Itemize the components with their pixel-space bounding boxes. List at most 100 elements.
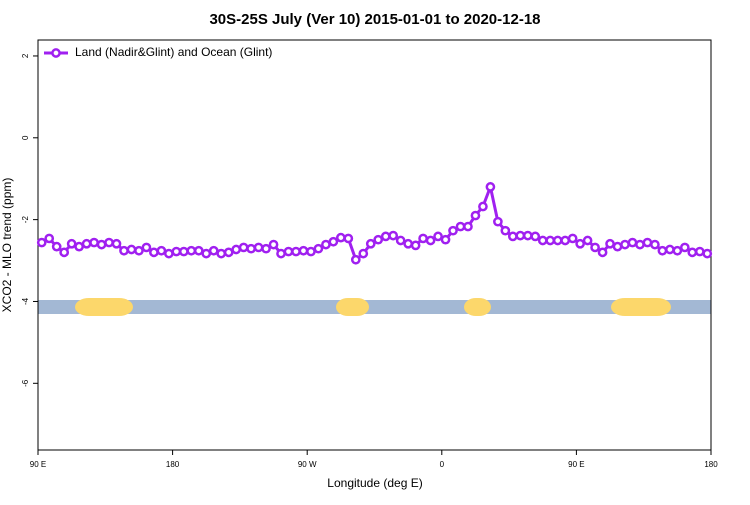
data-point — [119, 245, 129, 256]
data-point — [134, 245, 144, 256]
data-point — [627, 237, 638, 248]
data-point — [201, 248, 212, 259]
y-tick-label: 0 — [21, 135, 30, 140]
data-point — [665, 244, 675, 255]
surface-strip — [38, 298, 711, 316]
data-point — [485, 182, 496, 192]
data-point — [567, 233, 578, 244]
data-point — [358, 248, 369, 259]
data-point — [493, 216, 503, 227]
data-point — [171, 246, 182, 257]
x-tick-label: 90 E — [30, 460, 46, 469]
data-point — [81, 238, 92, 249]
data-point — [582, 235, 593, 246]
x-tick-label: 180 — [704, 460, 718, 469]
data-point — [545, 235, 556, 246]
data-point — [141, 242, 152, 253]
data-point — [515, 230, 526, 241]
data-point — [156, 245, 167, 256]
data-point — [36, 237, 47, 248]
data-point — [321, 239, 331, 250]
legend-marker — [51, 48, 61, 58]
data-point — [178, 246, 189, 257]
data-point — [261, 243, 271, 254]
data-point — [276, 248, 286, 259]
x-tick-label: 90 W — [298, 460, 317, 469]
data-point — [403, 238, 413, 249]
data-point — [687, 247, 698, 258]
data-point — [126, 244, 137, 255]
data-point — [440, 234, 451, 245]
data-point — [313, 243, 324, 254]
land-segment — [611, 298, 671, 316]
data-point — [306, 246, 316, 257]
data-point — [575, 238, 585, 249]
data-point — [231, 244, 242, 255]
data-point — [650, 239, 660, 250]
data-point — [552, 235, 563, 246]
data-point — [425, 235, 436, 246]
data-point — [149, 247, 159, 258]
y-tick-label: -6 — [21, 379, 30, 387]
legend-label: Land (Nadir&Glint) and Ocean (Glint) — [75, 45, 272, 59]
data-point — [238, 242, 249, 253]
data-point — [253, 242, 264, 253]
data-point — [380, 231, 391, 242]
data-point — [530, 231, 541, 242]
data-point — [657, 245, 668, 256]
data-point — [74, 241, 84, 252]
data-point — [208, 245, 219, 256]
data-point — [336, 232, 346, 243]
land-segment — [336, 298, 369, 316]
data-point — [395, 235, 406, 246]
x-tick-label: 0 — [440, 460, 445, 469]
data-point — [246, 243, 256, 254]
data-point — [328, 236, 339, 247]
x-tick-label: 90 E — [568, 460, 584, 469]
data-point — [478, 201, 488, 212]
data-point — [223, 247, 234, 258]
data-point — [470, 210, 481, 221]
data-point — [104, 237, 114, 248]
data-point — [612, 241, 623, 252]
data-point — [343, 233, 354, 244]
data-point — [44, 233, 55, 244]
data-point — [186, 245, 197, 256]
data-point — [283, 246, 294, 257]
y-axis-label: XCO2 - MLO trend (ppm) — [0, 178, 14, 313]
data-point — [620, 239, 630, 250]
data-point — [291, 246, 301, 257]
data-point — [51, 241, 62, 252]
data-point — [111, 238, 122, 249]
data-point — [560, 235, 571, 246]
data-point — [605, 238, 615, 249]
data-point — [365, 238, 376, 249]
land-segment — [464, 298, 491, 316]
data-point — [89, 237, 99, 248]
data-point — [522, 230, 533, 241]
data-point — [500, 225, 511, 236]
y-tick-label: -2 — [21, 216, 30, 224]
ocean-strip — [38, 300, 711, 314]
data-point — [96, 239, 107, 250]
y-tick-label: 2 — [21, 53, 30, 58]
y-tick-label: -4 — [21, 297, 30, 305]
x-tick-label: 180 — [166, 460, 180, 469]
data-point — [672, 245, 683, 256]
data-point — [597, 247, 608, 258]
data-point — [507, 231, 518, 242]
data-point — [537, 235, 548, 246]
data-point — [455, 221, 466, 232]
data-point — [448, 225, 458, 236]
data-point — [350, 254, 361, 265]
data-point — [193, 245, 204, 256]
x-axis-label: Longitude (deg E) — [327, 476, 422, 490]
chart-title: 30S-25S July (Ver 10) 2015-01-01 to 2020… — [209, 11, 540, 28]
data-point — [642, 237, 653, 248]
data-point — [66, 238, 77, 249]
data-point — [268, 239, 279, 250]
data-point — [702, 248, 713, 259]
data-point — [694, 246, 705, 257]
data-point — [433, 231, 443, 242]
